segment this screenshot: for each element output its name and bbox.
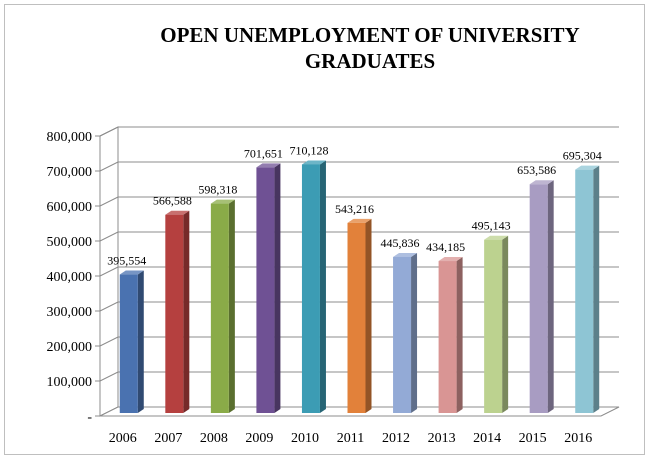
bar-top bbox=[347, 218, 372, 223]
x-tick-label: 2011 bbox=[337, 431, 364, 446]
bar-top bbox=[256, 163, 281, 168]
y-tick-label: 600,000 bbox=[47, 200, 93, 215]
gridline-depth bbox=[99, 196, 119, 207]
bar bbox=[119, 274, 138, 413]
bar-side bbox=[319, 160, 326, 413]
x-tick-label: 2009 bbox=[245, 431, 273, 446]
x-tick-label: 2013 bbox=[428, 431, 456, 446]
gridline-depth bbox=[99, 266, 119, 277]
chart-title-line-1: OPEN UNEMPLOYMENT OF UNIVERSITY bbox=[160, 23, 580, 47]
bar bbox=[393, 256, 412, 413]
x-tick-label: 2014 bbox=[473, 431, 501, 446]
gridline-depth bbox=[99, 336, 119, 347]
bar-top bbox=[575, 165, 600, 170]
x-tick-label: 2007 bbox=[154, 431, 182, 446]
x-tick-label: 2006 bbox=[109, 431, 137, 446]
data-label: 495,143 bbox=[472, 219, 511, 233]
bar bbox=[210, 203, 229, 413]
bar-side bbox=[274, 163, 281, 413]
bar-top bbox=[484, 235, 509, 240]
bar-side bbox=[365, 218, 372, 413]
bar-top bbox=[529, 180, 554, 185]
data-label: 653,586 bbox=[517, 163, 556, 177]
bar-side bbox=[547, 180, 554, 413]
data-label: 695,304 bbox=[563, 149, 602, 163]
y-tick-label: 700,000 bbox=[47, 165, 93, 180]
x-tick-label: 2016 bbox=[564, 431, 592, 446]
chart-title-line-2: GRADUATES bbox=[304, 49, 436, 73]
bar-side bbox=[593, 165, 600, 413]
x-tick-label: 2008 bbox=[200, 431, 228, 446]
bar bbox=[575, 169, 594, 413]
data-label: 566,588 bbox=[153, 194, 192, 208]
data-label: 710,128 bbox=[289, 143, 328, 157]
data-label: 434,185 bbox=[426, 240, 465, 254]
y-tick-label: 500,000 bbox=[47, 235, 93, 250]
bar-top bbox=[301, 160, 326, 165]
x-tick-label: 2015 bbox=[519, 431, 547, 446]
bar-top bbox=[393, 252, 418, 257]
gridline-depth bbox=[99, 231, 119, 242]
y-tick-label: 200,000 bbox=[47, 340, 93, 355]
gridline-depth bbox=[99, 301, 119, 312]
data-label: 395,554 bbox=[107, 254, 146, 268]
data-label: 445,836 bbox=[381, 236, 420, 250]
gridline-depth bbox=[99, 371, 119, 382]
bar-side bbox=[502, 235, 509, 413]
gridline-depth bbox=[99, 126, 119, 137]
y-tick-label: - bbox=[87, 410, 92, 425]
bar bbox=[484, 239, 503, 413]
bar-top bbox=[165, 210, 190, 215]
chart-title: OPEN UNEMPLOYMENT OF UNIVERSITY GRADUATE… bbox=[120, 22, 620, 74]
bar bbox=[256, 167, 275, 413]
bar bbox=[438, 261, 457, 413]
bar-side bbox=[456, 257, 463, 413]
bar-side bbox=[411, 252, 418, 413]
bar-side bbox=[137, 270, 144, 413]
gridline-depth bbox=[99, 161, 119, 172]
bar-top bbox=[119, 270, 144, 275]
bar bbox=[347, 222, 366, 413]
bar bbox=[165, 214, 184, 413]
data-label: 701,651 bbox=[244, 146, 283, 160]
y-tick-label: 300,000 bbox=[47, 305, 93, 320]
bar-top bbox=[210, 199, 235, 204]
bar-top bbox=[438, 257, 463, 262]
bar bbox=[301, 164, 320, 413]
y-tick-label: 100,000 bbox=[47, 375, 93, 390]
data-label: 598,318 bbox=[198, 183, 237, 197]
bar-side bbox=[183, 210, 190, 413]
y-tick-label: 400,000 bbox=[47, 270, 93, 285]
x-tick-label: 2010 bbox=[291, 431, 319, 446]
y-tick-label: 800,000 bbox=[47, 130, 93, 145]
bar-side bbox=[228, 199, 235, 413]
data-label: 543,216 bbox=[335, 202, 374, 216]
x-tick-label: 2012 bbox=[382, 431, 410, 446]
bar bbox=[529, 184, 548, 413]
